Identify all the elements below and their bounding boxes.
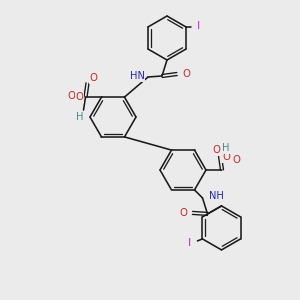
Text: O: O	[232, 155, 240, 165]
Text: H: H	[224, 146, 232, 156]
Text: O: O	[212, 145, 220, 155]
Text: I: I	[188, 238, 191, 248]
Text: O: O	[179, 208, 188, 218]
Text: NH: NH	[209, 191, 224, 201]
Text: O: O	[182, 69, 190, 79]
Text: HN: HN	[130, 71, 144, 81]
Text: O: O	[89, 73, 98, 83]
Text: H: H	[76, 112, 83, 122]
Text: O: O	[76, 92, 83, 102]
Text: O: O	[222, 152, 230, 162]
Text: H: H	[222, 143, 230, 153]
Text: O: O	[68, 91, 76, 101]
Text: I: I	[196, 21, 200, 31]
